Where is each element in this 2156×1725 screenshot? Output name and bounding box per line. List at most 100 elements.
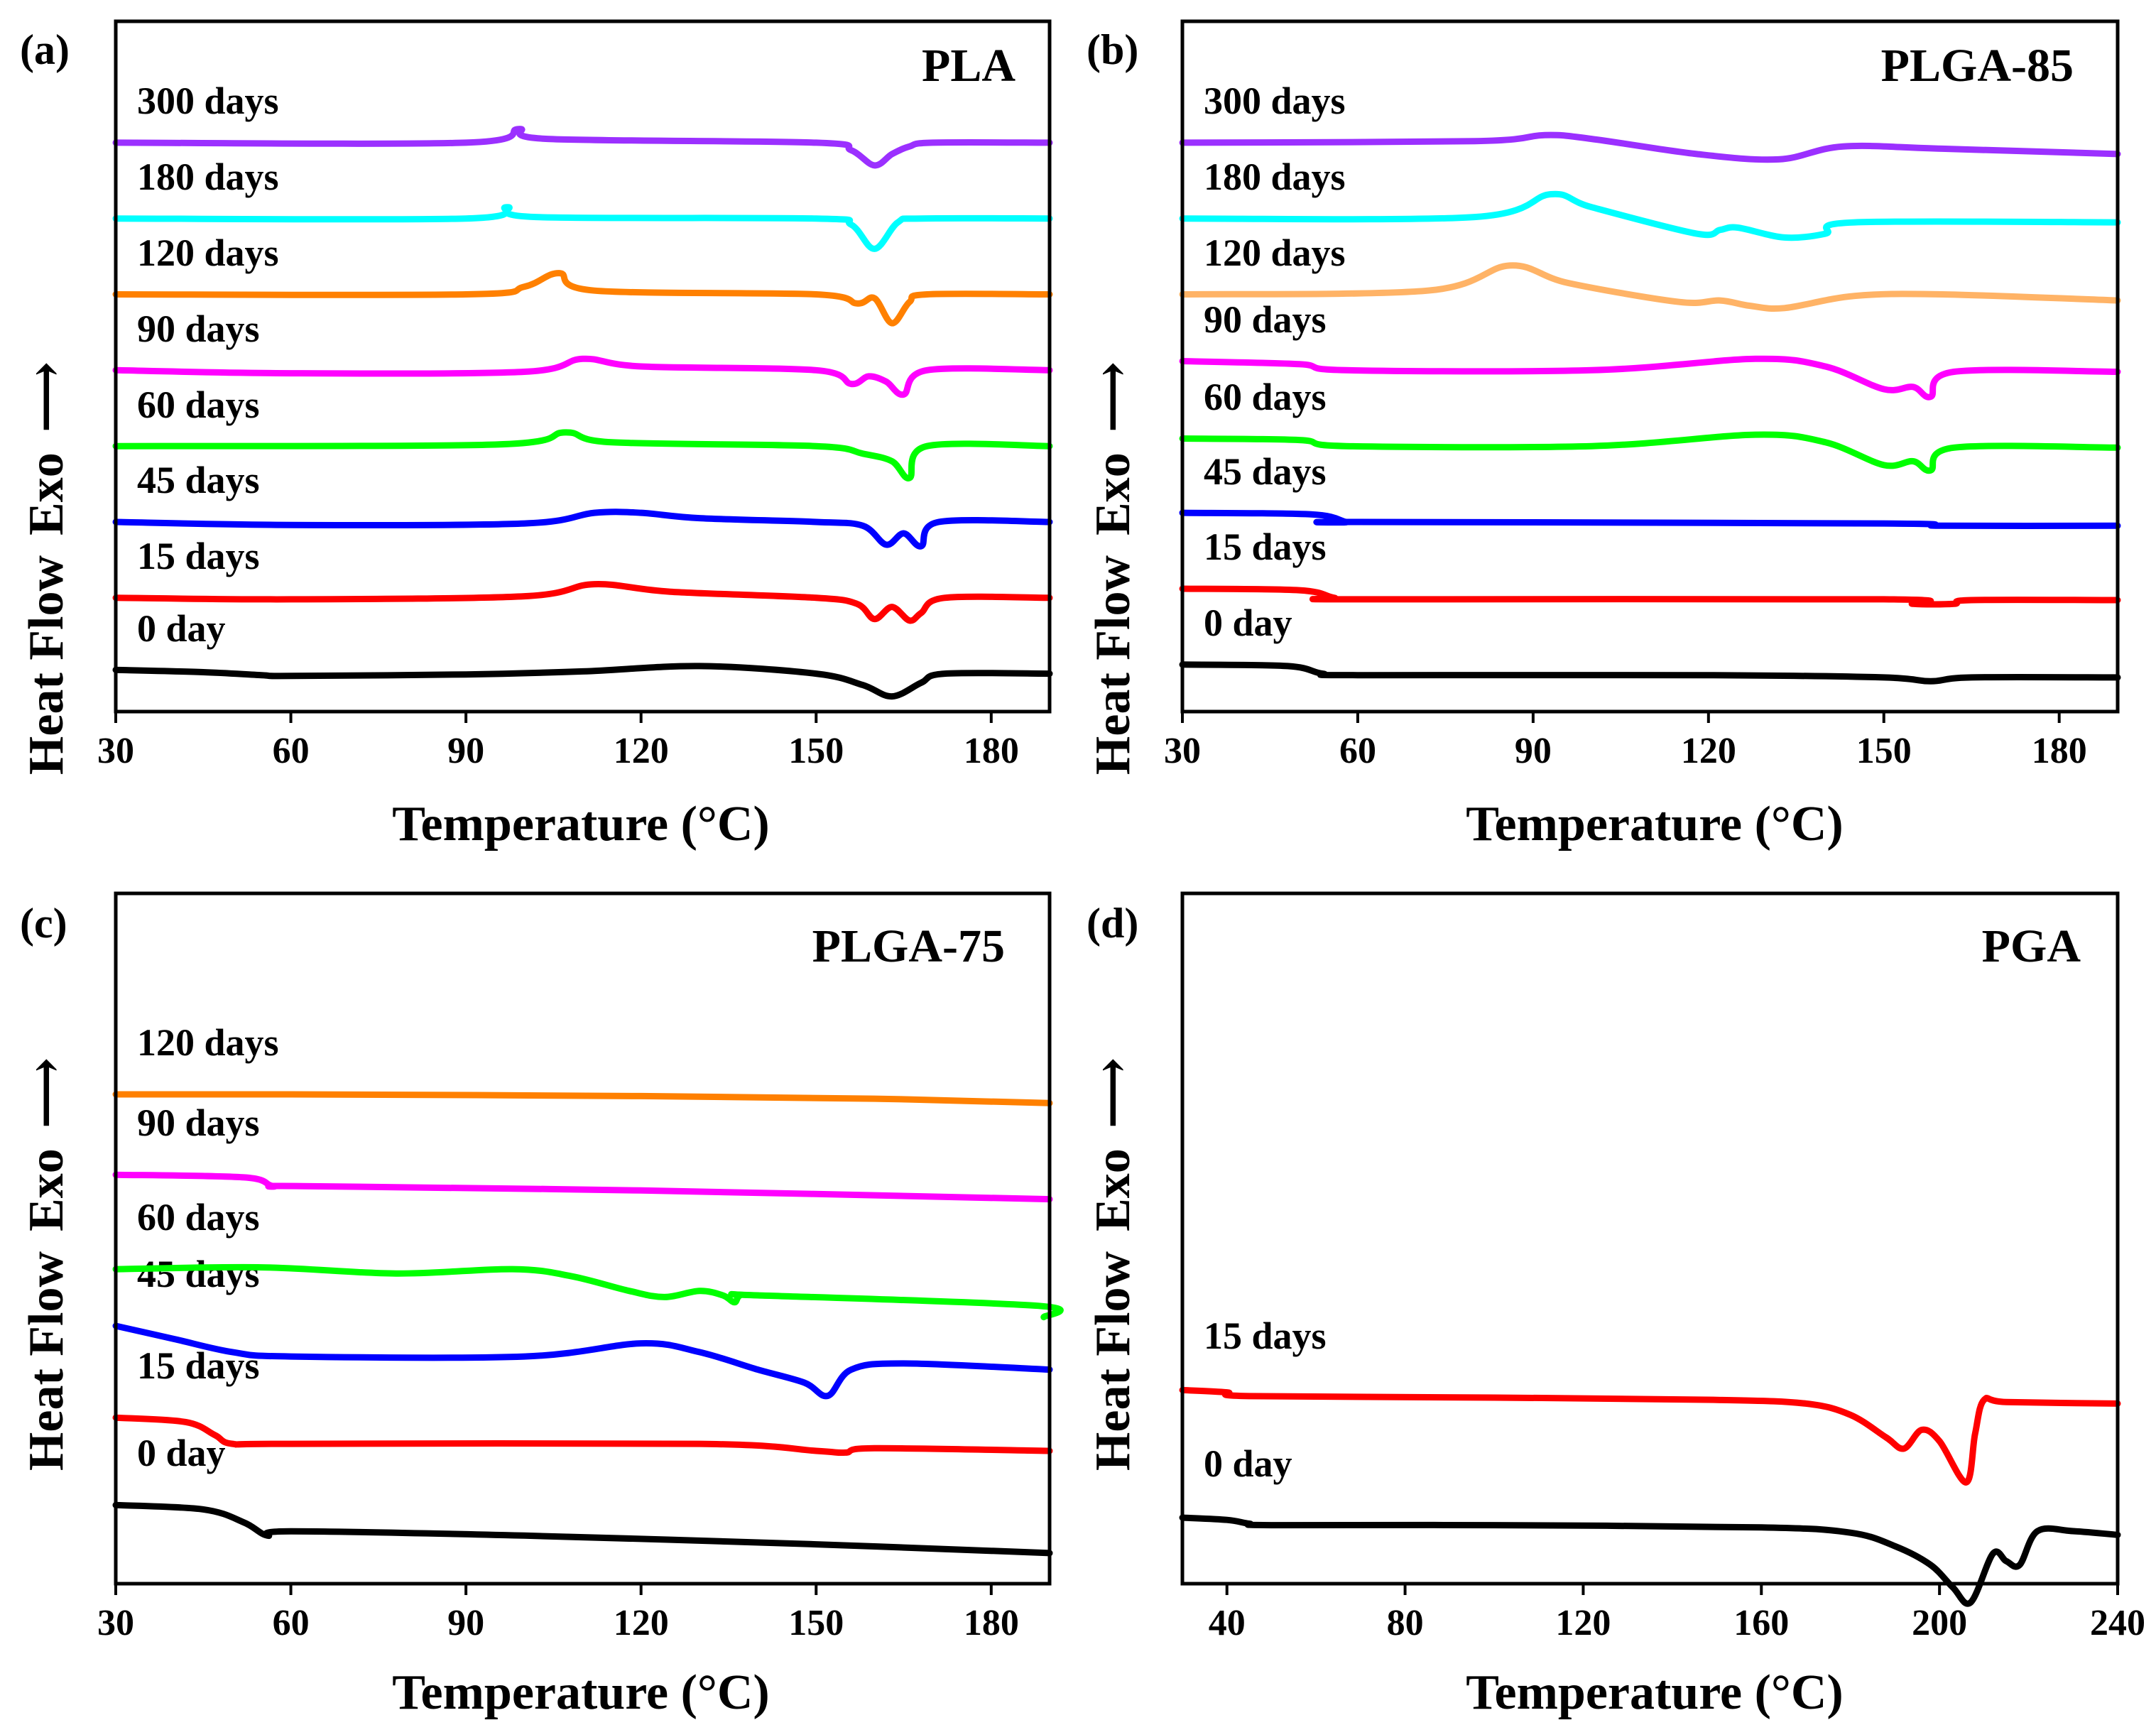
svg-text:Heat FlowExo⟶: Heat Flow Exo ⟶ [19, 1057, 74, 1471]
x-tick-label: 180 [2032, 731, 2087, 771]
series-line [112, 581, 1053, 624]
plot-frame [114, 19, 1052, 714]
exo-arrow-icon: ⟶ [19, 361, 74, 432]
x-tick-label: 180 [964, 1603, 1019, 1643]
exo-label: Exo [19, 1148, 74, 1231]
panel-letter: (a) [20, 26, 70, 73]
x-axis-label: Temperature (°C) [1466, 797, 1844, 851]
exo-label: Exo [1086, 452, 1140, 535]
x-tick-label: 120 [614, 731, 669, 771]
series-label: 60 days [1204, 376, 1327, 418]
y-axis-label: Heat Flow Exo ⟶ [19, 361, 74, 775]
series-line [112, 204, 1053, 252]
series-label: 120 days [137, 232, 279, 274]
series-label: 90 days [137, 308, 260, 350]
panel-a: (a) PLA Heat Flow Exo ⟶ Temperature (°C) 0… [19, 19, 1053, 851]
plot-frame [1180, 19, 2120, 714]
x-tick-label: 160 [1733, 1603, 1789, 1643]
series-line [112, 1263, 1064, 1321]
exo-label: Exo [1086, 1148, 1140, 1231]
series-label: 15 days [1204, 1315, 1327, 1357]
panel-c: (c) PLGA-75 Heat Flow Exo ⟶ Temperature (°… [19, 891, 1064, 1720]
x-tick-label: 30 [97, 731, 134, 771]
plot-frame [1180, 891, 2120, 1586]
series-line [1179, 355, 2121, 401]
x-tick-label: 60 [273, 731, 310, 771]
series-label: 0 day [1204, 602, 1292, 644]
series-line [112, 508, 1053, 550]
x-tick-label: 30 [1164, 731, 1201, 771]
panel-title: PLA [922, 40, 1016, 92]
x-tick-label: 150 [1856, 731, 1912, 771]
series-line [1179, 585, 2121, 608]
x-tick-label: 150 [788, 731, 844, 771]
x-tick-label: 80 [1387, 1603, 1424, 1643]
series-line [1179, 1386, 2121, 1486]
x-tick-label: 40 [1209, 1603, 1246, 1643]
y-axis-label: Heat Flow Exo ⟶ [1086, 361, 1140, 775]
panel-d: (d) PGA Heat Flow Exo ⟶ Temperature (°C) 0… [1086, 891, 2145, 1720]
series-line [1179, 262, 2121, 312]
series-label: 120 days [137, 1021, 279, 1064]
series-line [1179, 190, 2121, 241]
series-label: 180 days [137, 156, 279, 198]
series-label: 15 days [1204, 526, 1327, 568]
y-axis-title: Heat Flow [1086, 555, 1140, 776]
y-axis-title: Heat Flow [1086, 1251, 1140, 1471]
panel-letter: (b) [1087, 26, 1138, 73]
x-tick-label: 30 [97, 1603, 134, 1643]
series-label: 60 days [137, 1196, 260, 1239]
series-label: 60 days [137, 383, 260, 426]
y-axis-title: Heat Flow [19, 555, 74, 776]
series-label: 120 days [1204, 232, 1346, 274]
series-line [112, 1091, 1053, 1106]
exo-label: Exo [19, 452, 74, 535]
x-tick-label: 120 [614, 1603, 669, 1643]
series-line [112, 663, 1053, 700]
series-label: 300 days [137, 80, 279, 122]
x-axis-label: Temperature (°C) [392, 1665, 770, 1720]
series-line [112, 1322, 1053, 1400]
series-line [1179, 431, 2121, 474]
series-line [1179, 661, 2121, 685]
series-line [112, 1414, 1053, 1457]
y-axis-label: Heat Flow Exo ⟶ [19, 1057, 74, 1471]
series-label: 0 day [137, 607, 226, 650]
exo-arrow-icon: ⟶ [1086, 1057, 1140, 1128]
x-tick-label: 150 [788, 1603, 844, 1643]
series-line [112, 1501, 1053, 1557]
exo-arrow-icon: ⟶ [19, 1057, 74, 1128]
plot-area: 0 day 15 days 40 80 120 160 200 240 [1179, 891, 2145, 1643]
series-line [112, 1171, 1053, 1203]
panel-title: PLGA-85 [1881, 40, 2074, 92]
svg-text:Heat FlowExo⟶: Heat Flow Exo ⟶ [19, 361, 74, 775]
series-label: 45 days [137, 459, 260, 501]
series-label: 45 days [137, 1253, 260, 1295]
panel-b: (b) PLGA-85 Heat Flow Exo ⟶ Temperature (°… [1086, 19, 2121, 851]
x-tick-label: 200 [1912, 1603, 1967, 1643]
panel-letter: (c) [20, 900, 67, 947]
series-label: 15 days [137, 535, 260, 577]
y-axis-title: Heat Flow [19, 1251, 74, 1471]
series-line [1179, 131, 2121, 163]
series-label: 45 days [1204, 450, 1327, 493]
series-line [1179, 1514, 2121, 1607]
panel-title: PGA [1982, 920, 2081, 972]
panel-title: PLGA-75 [812, 920, 1005, 972]
x-tick-label: 120 [1681, 731, 1736, 771]
x-axis-label: Temperature (°C) [1466, 1665, 1844, 1720]
series-line [1179, 509, 2121, 530]
svg-text:Heat FlowExo⟶: Heat Flow Exo ⟶ [1086, 361, 1140, 775]
x-tick-label: 240 [2090, 1603, 2145, 1643]
series-label: 90 days [137, 1101, 260, 1144]
series-line [112, 355, 1053, 398]
series-label: 0 day [137, 1432, 226, 1474]
x-tick-label: 90 [447, 731, 484, 771]
plot-area: 0 day 15 days 45 days 60 days 90 days 120 day… [97, 19, 1053, 771]
x-tick-label: 90 [447, 1603, 484, 1643]
series-line [112, 126, 1053, 169]
series-label: 300 days [1204, 80, 1346, 122]
